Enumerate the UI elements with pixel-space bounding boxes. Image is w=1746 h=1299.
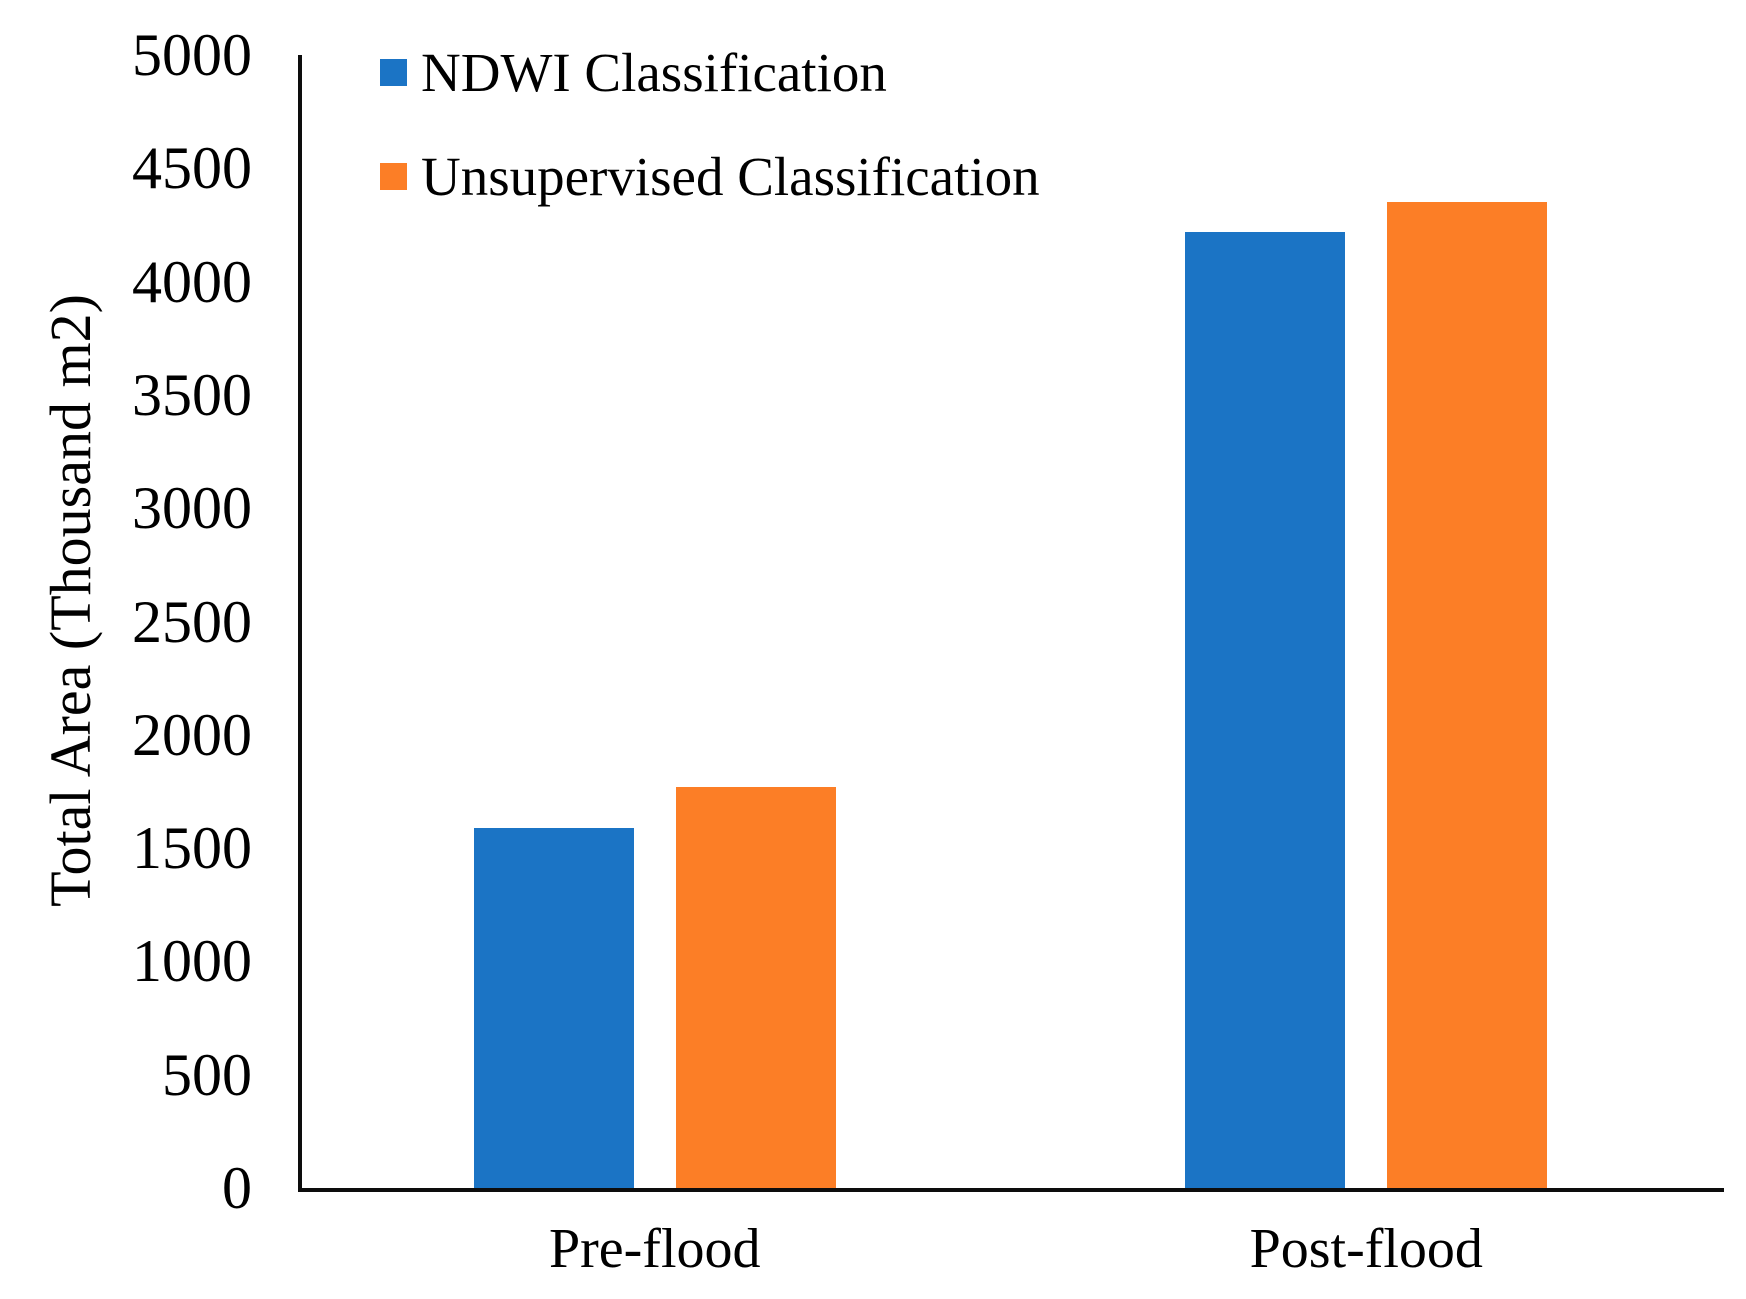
bar-post-flood-series-1	[1387, 202, 1547, 1188]
y-tick-label: 3000	[132, 475, 252, 542]
y-tick-label: 500	[162, 1041, 252, 1108]
bar-pre-flood-series-0	[474, 828, 634, 1188]
y-axis-line	[298, 55, 302, 1192]
y-tick-label: 1000	[132, 928, 252, 995]
legend-swatch-ndwi-icon	[380, 58, 407, 86]
legend-label-unsupervised: Unsupervised Classification	[421, 145, 1040, 207]
x-category-label-post-flood: Post-flood	[1249, 1218, 1483, 1280]
y-tick-label: 5000	[132, 22, 252, 88]
y-tick-label: 3500	[132, 361, 252, 428]
legend: NDWI Classification Unsupervised Classif…	[380, 41, 1040, 207]
legend-swatch-unsupervised-icon	[380, 162, 407, 190]
y-tick-label: 4000	[132, 248, 252, 315]
y-tick-label: 2500	[132, 588, 252, 655]
y-tick-label: 4500	[132, 135, 252, 202]
y-tick-label: 0	[222, 1155, 252, 1221]
x-axis-line	[298, 1188, 1724, 1192]
legend-label-ndwi: NDWI Classification	[421, 41, 887, 103]
x-category-label-pre-flood: Pre-flood	[548, 1218, 761, 1280]
bar-pre-flood-series-1	[676, 787, 836, 1188]
y-tick-label: 2000	[132, 701, 252, 768]
y-tick-label: 1500	[132, 815, 252, 882]
legend-item-ndwi: NDWI Classification	[380, 41, 1040, 103]
legend-item-unsupervised: Unsupervised Classification	[380, 145, 1040, 207]
bar-post-flood-series-0	[1185, 232, 1345, 1188]
